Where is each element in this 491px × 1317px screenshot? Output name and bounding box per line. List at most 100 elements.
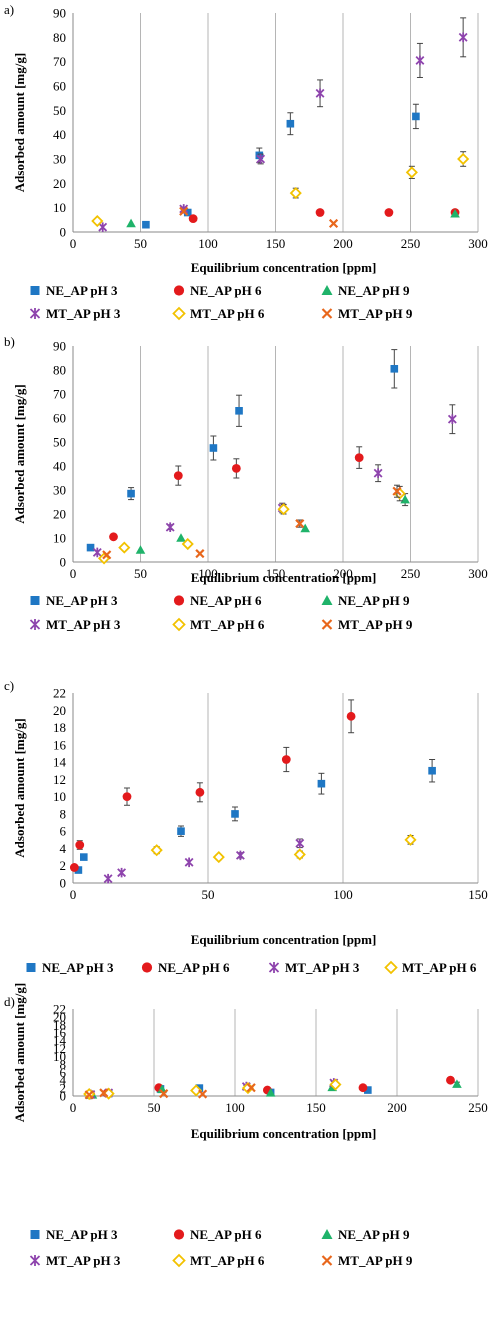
panel-3-y-tick-label: 6 bbox=[60, 824, 67, 839]
panel-3-x-tick-label: 150 bbox=[468, 887, 488, 902]
panel-4-y-tick-label: 0 bbox=[60, 1089, 67, 1104]
panel-1-legend-item-mt-ap-ph-3: MT_AP pH 3 bbox=[29, 306, 121, 321]
panel-1-y-tick-label: 40 bbox=[53, 127, 66, 142]
panel-1-data-point bbox=[179, 206, 189, 216]
panel-2-data-point bbox=[102, 550, 112, 560]
panel-1-legend-marker bbox=[321, 285, 333, 295]
panel-4-series-ne-ap-ph-3 bbox=[85, 1084, 372, 1100]
panel-1-series-mt-ap-ph-9 bbox=[179, 206, 339, 229]
panel-2-legend-item-ne-ap-ph-3: NE_AP pH 3 bbox=[30, 593, 118, 608]
panel-1-data-point bbox=[315, 208, 325, 217]
panel-1-data-point bbox=[415, 55, 425, 66]
panel-1-series-ne-ap-ph-6 bbox=[188, 208, 460, 224]
panel-2-panel-label: b) bbox=[4, 334, 15, 349]
panel-4-data-point bbox=[99, 1088, 109, 1098]
panel-4-data-point bbox=[265, 1088, 276, 1097]
panel-2-legend-marker bbox=[172, 617, 186, 632]
panel-3-y-tick-label: 12 bbox=[53, 772, 66, 787]
panel-3-legend-item-mt-ap-ph-6: MT_AP pH 6 bbox=[384, 960, 477, 975]
panel-1-legend-label: NE_AP pH 3 bbox=[46, 283, 118, 298]
panel-2-legend-label: NE_AP pH 3 bbox=[46, 593, 118, 608]
panel-2-data-point bbox=[392, 486, 402, 496]
panel-4-data-point bbox=[358, 1083, 368, 1093]
panel-3-legend-marker bbox=[268, 962, 280, 973]
panel-1-y-tick-label: 30 bbox=[53, 152, 66, 167]
panel-1-y-axis-title: Adsorbed amount [mg/g] bbox=[12, 53, 27, 192]
panel-1-data-point bbox=[256, 154, 266, 164]
panel-3-data-point bbox=[103, 873, 113, 884]
panel-3-data-point bbox=[150, 844, 163, 857]
panel-4-legend-label: NE_AP pH 9 bbox=[338, 1227, 410, 1242]
panel-1-legend-marker bbox=[29, 308, 41, 319]
panel-1-legend-marker bbox=[173, 285, 185, 296]
panel-2-x-axis-title: Equilibrium concentration [ppm] bbox=[191, 570, 377, 585]
panel-1-data-point bbox=[328, 218, 339, 229]
panel-3-data-point bbox=[74, 866, 83, 874]
panel-1-data-point bbox=[412, 112, 420, 121]
panel-1-data-point bbox=[91, 214, 104, 228]
panel-4-legend-item-ne-ap-ph-6: NE_AP pH 6 bbox=[173, 1227, 262, 1242]
panel-1-series-mt-ap-ph-6 bbox=[91, 151, 470, 228]
panel-2-data-point bbox=[118, 541, 131, 554]
panel-2-data-point bbox=[135, 545, 146, 554]
panel-1-x-tick-label: 250 bbox=[401, 236, 421, 251]
panel-4-legend-item-ne-ap-ph-9: NE_AP pH 9 bbox=[321, 1227, 410, 1242]
panel-3-data-point bbox=[231, 810, 239, 818]
panel-4-legend-marker bbox=[173, 1229, 185, 1240]
panel-1-y-tick-label: 60 bbox=[53, 79, 66, 94]
panel-3-legend-marker bbox=[384, 960, 398, 975]
panel-2-legend-item-mt-ap-ph-3: MT_AP pH 3 bbox=[29, 617, 121, 632]
panel-3-legend-item-mt-ap-ph-3: MT_AP pH 3 bbox=[268, 960, 360, 975]
panel-4-data-point bbox=[190, 1084, 203, 1097]
panel-1-y-tick-label: 80 bbox=[53, 30, 66, 45]
panel-4-y-tick-label: 18 bbox=[53, 1017, 66, 1032]
panel-3-data-point bbox=[69, 863, 79, 872]
panel-4-data-point bbox=[159, 1089, 169, 1099]
panel-4-legend-marker bbox=[321, 1255, 333, 1266]
panel-2-data-point bbox=[354, 453, 364, 462]
panel-4-y-tick-label: 16 bbox=[53, 1025, 67, 1040]
panel-2-legend: NE_AP pH 3 NE_AP pH 6 NE_AP pH 9 MT_AP pH 3… bbox=[29, 593, 413, 632]
panel-1-series-mt-ap-ph-3 bbox=[98, 17, 468, 232]
panel-1-x-tick-label: 300 bbox=[468, 236, 488, 251]
panel-2-legend-item-ne-ap-ph-9: NE_AP pH 9 bbox=[321, 593, 410, 608]
panel-2-data-point bbox=[295, 519, 305, 529]
panel-1-x-tick-label: 0 bbox=[70, 236, 77, 251]
panel-1-legend-label: MT_AP pH 9 bbox=[338, 306, 413, 321]
panel-2-y-tick-label: 0 bbox=[60, 555, 67, 570]
panel-3-y-tick-label: 2 bbox=[60, 858, 67, 873]
panel-1-data-point bbox=[458, 32, 468, 43]
panel-3-y-tick-label: 10 bbox=[53, 789, 66, 804]
panel-3-x-axis-title: Equilibrium concentration [ppm] bbox=[191, 932, 377, 947]
panel-4-y-tick-label: 20 bbox=[53, 1009, 66, 1024]
panel-4-legend-marker bbox=[172, 1253, 186, 1268]
panel-1-chart: 0 50 100 150 200 250 300 0 10 20 30 40 50 60 70 80 90 Equ… bbox=[4, 2, 488, 321]
panel-3-data-point bbox=[177, 827, 185, 835]
panel-1-data-point bbox=[126, 218, 136, 228]
panel-4-legend-label: NE_AP pH 6 bbox=[190, 1227, 262, 1242]
panel-2-legend-item-mt-ap-ph-6: MT_AP pH 6 bbox=[172, 617, 265, 632]
panel-2-chart: 0 50 100 150 200 250 300 0 10 20 30 40 50 60 70 80 90 Equ… bbox=[4, 334, 488, 632]
panel-2-y-tick-label: 40 bbox=[53, 459, 66, 474]
panel-4-data-point bbox=[198, 1089, 208, 1099]
panel-3-data-point bbox=[428, 766, 436, 775]
panel-1-data-point bbox=[188, 214, 198, 224]
panel-2-data-point bbox=[300, 523, 310, 533]
panel-4-data-point bbox=[446, 1075, 455, 1085]
panel-4-y-tick-label: 8 bbox=[60, 1057, 67, 1072]
panel-1-legend-item-ne-ap-ph-9: NE_AP pH 9 bbox=[321, 283, 410, 298]
panel-1-data-point bbox=[183, 208, 192, 217]
panel-3-data-point bbox=[295, 838, 305, 849]
panel-4-legend-marker bbox=[30, 1230, 40, 1239]
panel-1-series-ne-ap-ph-9 bbox=[126, 208, 460, 228]
panel-1-y-tick-label: 50 bbox=[53, 103, 66, 118]
panel-3-data-point bbox=[293, 848, 306, 861]
panel-3-data-point bbox=[317, 779, 326, 788]
panel-3-series-mt-ap-ph-6 bbox=[150, 833, 417, 864]
panel-2-series-ne-ap-ph-9 bbox=[135, 493, 410, 554]
panel-1-x-tick-label: 150 bbox=[266, 236, 286, 251]
panel-4-data-point bbox=[329, 1078, 342, 1091]
panel-4-legend-marker bbox=[29, 1255, 41, 1266]
panel-2-legend-marker bbox=[321, 595, 333, 605]
